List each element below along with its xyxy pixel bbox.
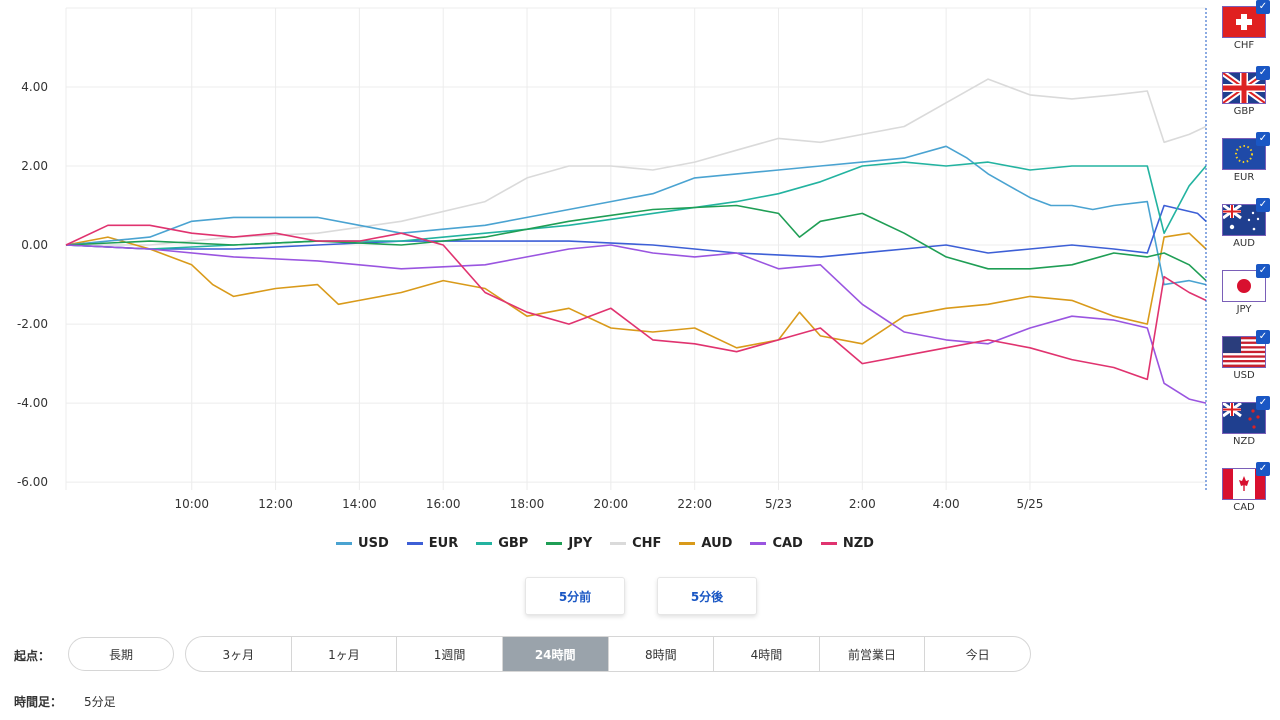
checkbox-checked-icon[interactable]: ✓: [1256, 132, 1270, 146]
long-term-button[interactable]: 長期: [68, 637, 174, 671]
series-line-chf: [66, 78, 1207, 246]
legend-swatch: [610, 542, 627, 545]
uk-flag-icon: [1222, 72, 1266, 104]
series-line-gbp: [65, 161, 1207, 250]
checkbox-checked-icon[interactable]: ✓: [1256, 66, 1270, 80]
legend-item-jpy[interactable]: JPY: [546, 536, 592, 551]
legend-swatch: [406, 542, 423, 545]
legend-swatch: [476, 542, 493, 545]
flag-toggle-eur[interactable]: ✓ EUR: [1222, 132, 1270, 192]
flag-toggle-cad[interactable]: ✓ CAD: [1222, 462, 1270, 522]
checkbox-checked-icon[interactable]: ✓: [1256, 462, 1270, 476]
y-tick-label: 4.00: [21, 80, 48, 94]
chart-legend: USD EUR GBP JPY CHF AUD CAD NZD: [0, 536, 1210, 551]
prev-5min-button[interactable]: 5分前: [525, 577, 625, 615]
x-tick-label: 18:00: [510, 497, 545, 511]
legend-swatch: [546, 542, 563, 545]
y-tick-label: -6.00: [17, 475, 48, 489]
legend-label: NZD: [842, 536, 874, 551]
checkbox-checked-icon[interactable]: ✓: [1256, 0, 1270, 14]
legend-label: USD: [358, 536, 389, 551]
y-tick-label: -4.00: [17, 396, 48, 410]
legend-swatch: [336, 542, 353, 545]
flag-toggle-jpy[interactable]: ✓ JPY: [1222, 264, 1270, 324]
x-tick-label: 14:00: [342, 497, 377, 511]
legend-item-chf[interactable]: CHF: [610, 536, 661, 551]
legend-item-nzd[interactable]: NZD: [820, 536, 874, 551]
series-line-eur: [65, 204, 1207, 258]
timeframe-value: 5分足: [84, 695, 116, 709]
range-option[interactable]: 8時間: [609, 637, 715, 671]
legend-item-usd[interactable]: USD: [336, 536, 389, 551]
legend-label: GBP: [498, 536, 529, 551]
legend-swatch: [679, 542, 696, 545]
legend-label: EUR: [428, 536, 459, 551]
legend-item-eur[interactable]: EUR: [406, 536, 459, 551]
flag-toggle-gbp[interactable]: ✓ GBP: [1222, 66, 1270, 126]
x-tick-label: 20:00: [594, 497, 629, 511]
legend-label: JPY: [568, 536, 593, 551]
flag-label: NZD: [1232, 436, 1256, 447]
fx-strength-chart: 4.00 2.00 0.00 -2.00 -4.00 -6.00 10:00 12:00 14:…: [17, 7, 1207, 511]
chart-grid: [65, 7, 1206, 490]
series-line-nzd: [65, 224, 1207, 381]
x-tick-label: 12:00: [258, 497, 293, 511]
flag-label: CHF: [1233, 40, 1255, 51]
flag-label: USD: [1233, 370, 1255, 381]
flag-label: GBP: [1233, 106, 1255, 117]
range-option[interactable]: 3ヶ月: [186, 637, 292, 671]
series-line-aud: [65, 232, 1207, 349]
flag-label: CAD: [1233, 502, 1255, 513]
y-tick-label: 0.00: [21, 238, 48, 252]
range-option[interactable]: 前営業日: [820, 637, 926, 671]
flag-toggle-chf[interactable]: ✓ CHF: [1222, 0, 1270, 60]
checkbox-checked-icon[interactable]: ✓: [1256, 264, 1270, 278]
x-tick-label: 2:00: [849, 497, 876, 511]
next-5min-button[interactable]: 5分後: [657, 577, 757, 615]
legend-label: CHF: [632, 536, 662, 551]
range-option[interactable]: 4時間: [714, 637, 820, 671]
series-line-cad: [65, 244, 1207, 404]
legend-item-aud[interactable]: AUD: [679, 536, 732, 551]
legend-label: CAD: [772, 536, 803, 551]
x-tick-label: 16:00: [426, 497, 461, 511]
range-option[interactable]: 1ヶ月: [292, 637, 398, 671]
flag-label: JPY: [1236, 304, 1252, 315]
series-line-usd: [65, 145, 1207, 286]
x-tick-label: 5/25: [1016, 497, 1043, 511]
legend-swatch: [820, 542, 837, 545]
eu-flag-icon: [1222, 138, 1266, 170]
flag-toggle-aud[interactable]: ✓ AUD: [1222, 198, 1270, 258]
legend-item-gbp[interactable]: GBP: [476, 536, 528, 551]
x-tick-label: 10:00: [174, 497, 209, 511]
checkbox-checked-icon[interactable]: ✓: [1256, 330, 1270, 344]
start-point-range-selector: 3ヶ月 1ヶ月 1週間 24時間 8時間 4時間 前営業日 今日: [185, 636, 1031, 672]
currency-flag-list: ✓ CHF ✓ GBP ✓ EUR ✓ AUD ✓ JPY ✓ USD ✓ NZD ✓ CAD: [1210, 0, 1280, 520]
range-option[interactable]: 今日: [965, 647, 990, 662]
y-tick-label: -2.00: [17, 317, 48, 331]
x-tick-label: 4:00: [933, 497, 960, 511]
range-option[interactable]: 1週間: [397, 637, 503, 671]
series-line-jpy: [65, 204, 1207, 282]
timeframe-label: 時間足：: [14, 695, 63, 709]
legend-label: AUD: [701, 536, 733, 551]
checkbox-checked-icon[interactable]: ✓: [1256, 396, 1270, 410]
flag-toggle-usd[interactable]: ✓ USD: [1222, 330, 1270, 390]
start-point-label: 起点：: [14, 649, 51, 663]
canada-flag-icon: [1222, 468, 1266, 500]
flag-label: EUR: [1233, 172, 1255, 183]
legend-item-cad[interactable]: CAD: [750, 536, 803, 551]
y-tick-label: 2.00: [21, 159, 48, 173]
x-tick-label: 5/23: [765, 497, 792, 511]
chart-series: [65, 78, 1207, 404]
flag-label: AUD: [1233, 238, 1255, 249]
range-option[interactable]: 24時間: [502, 637, 609, 671]
legend-swatch: [750, 542, 767, 545]
checkbox-checked-icon[interactable]: ✓: [1256, 198, 1270, 212]
chart-axes: 4.00 2.00 0.00 -2.00 -4.00 -6.00 10:00 12:00 14:…: [17, 80, 1044, 511]
x-tick-label: 22:00: [677, 497, 712, 511]
flag-toggle-nzd[interactable]: ✓ NZD: [1222, 396, 1270, 456]
